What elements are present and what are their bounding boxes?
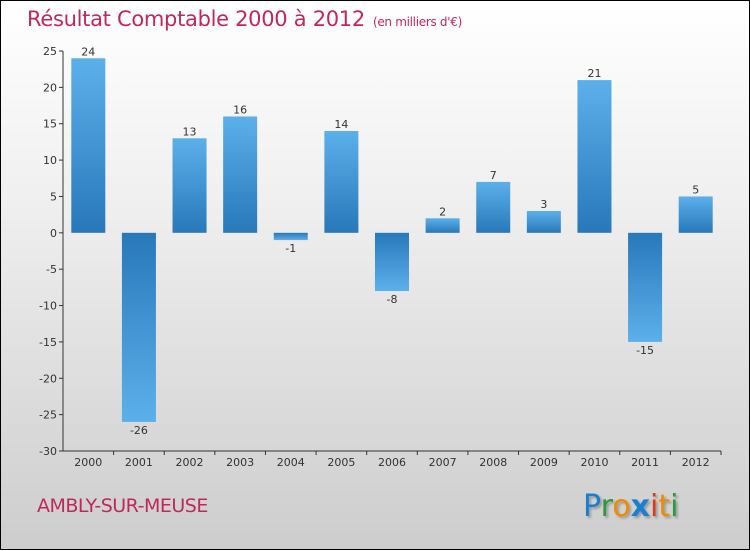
data-label: -26	[130, 424, 148, 437]
bar-2003	[223, 116, 258, 233]
y-tick-label: -30	[39, 445, 57, 458]
data-label: -1	[285, 242, 296, 255]
y-tick-label: 5	[50, 190, 57, 203]
chart-subtitle: (en milliers d'€)	[372, 15, 462, 29]
x-tick-label: 2011	[631, 456, 659, 469]
data-label: 2	[439, 205, 446, 218]
bar-2010	[577, 80, 612, 233]
logo-letter: x	[630, 489, 650, 524]
x-tick-label: 2002	[176, 456, 204, 469]
logo-letter: i	[670, 489, 679, 524]
data-label: 21	[587, 67, 601, 80]
bar-2011	[628, 232, 663, 342]
x-tick-label: 2008	[479, 456, 507, 469]
y-tick-label: 20	[43, 81, 57, 94]
town-name: AMBLY-SUR-MEUSE	[37, 495, 208, 517]
x-tick-label: 2005	[327, 456, 355, 469]
bar-2007	[425, 218, 460, 233]
bar-2006	[375, 232, 409, 291]
x-tick-label: 2003	[226, 456, 254, 469]
x-tick-label: 2006	[378, 456, 406, 469]
x-tick-label: 2010	[580, 456, 608, 469]
logo-letter: P	[583, 489, 601, 524]
x-tick-label: 2007	[429, 456, 457, 469]
chart-title: Résultat Comptable 2000 à 2012 (en millie…	[27, 7, 462, 31]
y-tick-label: -25	[39, 409, 57, 422]
y-tick-label: 15	[43, 118, 57, 131]
bar-2002	[172, 138, 207, 233]
y-tick-label: -20	[39, 372, 57, 385]
x-tick-label: 2004	[277, 456, 305, 469]
data-label: 3	[540, 198, 547, 211]
data-label: -15	[636, 344, 654, 357]
bar-2004	[273, 232, 308, 241]
bar-2000	[71, 58, 106, 233]
data-label: 5	[692, 183, 699, 196]
y-tick-label: 25	[43, 45, 57, 58]
logo-letter: o	[612, 489, 631, 524]
data-label: 13	[183, 125, 197, 138]
y-tick-label: 10	[43, 154, 57, 167]
title-text: Résultat Comptable 2000 à 2012	[27, 7, 365, 31]
x-tick-label: 2000	[74, 456, 102, 469]
logo-letter: r	[600, 489, 613, 524]
data-label: 7	[490, 169, 497, 182]
bar-2001	[121, 232, 156, 422]
x-tick-label: 2012	[682, 456, 710, 469]
x-tick-label: 2001	[125, 456, 153, 469]
bar-2008	[476, 181, 511, 233]
y-tick-label: -15	[39, 336, 57, 349]
data-label: 24	[81, 45, 95, 58]
logo-letter: t	[658, 489, 671, 524]
y-tick-label: -5	[46, 263, 57, 276]
bar-2009	[526, 211, 561, 233]
data-label: 14	[334, 118, 348, 131]
logo-letter: i	[649, 489, 659, 524]
data-label: -8	[387, 293, 398, 306]
y-tick-label: 0	[50, 227, 57, 240]
data-label: 16	[233, 103, 247, 116]
bar-2012	[678, 196, 713, 233]
proxiti-logo[interactable]: Proxiti	[583, 489, 678, 524]
x-tick-label: 2009	[530, 456, 558, 469]
y-tick-label: -10	[39, 300, 57, 313]
bar-2005	[324, 131, 359, 233]
